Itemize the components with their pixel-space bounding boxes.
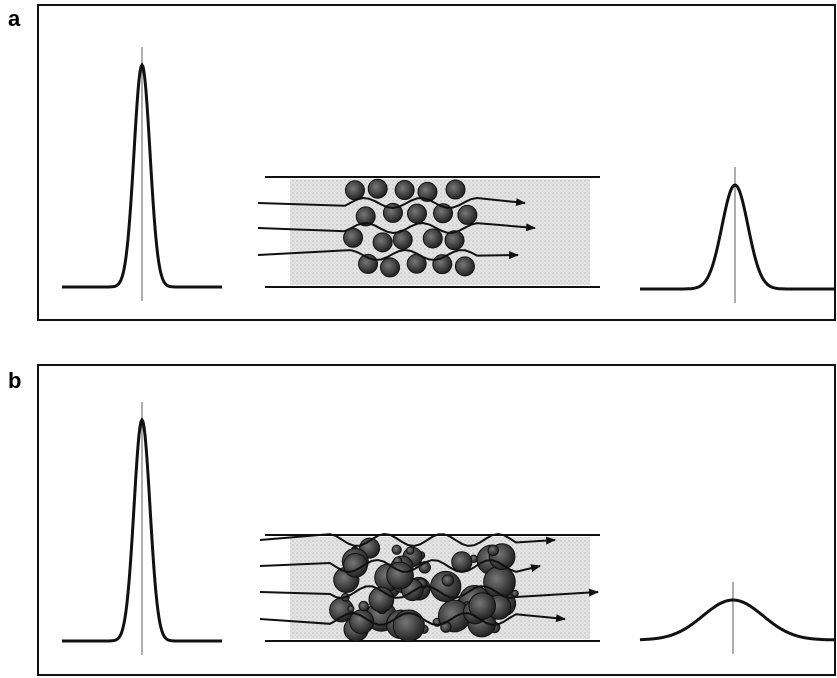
particle xyxy=(454,256,475,277)
particle xyxy=(417,181,438,202)
particle xyxy=(441,574,455,587)
particle xyxy=(487,544,499,557)
particle xyxy=(368,586,395,613)
flow-arrow xyxy=(257,196,526,210)
particle xyxy=(406,203,427,224)
particle xyxy=(394,180,415,201)
particle xyxy=(367,178,388,199)
particle xyxy=(422,228,443,249)
panel-frame xyxy=(37,364,836,676)
particle xyxy=(343,227,364,248)
particle xyxy=(355,206,376,227)
particle xyxy=(445,179,466,200)
flow-arrow xyxy=(259,558,541,574)
peak xyxy=(640,183,835,291)
particle xyxy=(406,546,415,555)
panel-label: a xyxy=(8,6,21,31)
panel-frame xyxy=(37,4,836,321)
particle xyxy=(347,605,355,613)
particle xyxy=(391,544,402,555)
flow-arrow xyxy=(257,248,519,261)
particle xyxy=(511,589,519,598)
artwork xyxy=(62,47,835,655)
particle xyxy=(372,232,393,253)
peak xyxy=(62,62,222,289)
flow-arrow xyxy=(257,221,536,235)
particle xyxy=(386,561,414,590)
flow-arrow xyxy=(259,532,556,548)
particle xyxy=(358,600,370,612)
particle xyxy=(392,609,425,642)
flow-arrow xyxy=(259,611,566,627)
particle xyxy=(468,592,497,620)
peak xyxy=(639,598,835,642)
particle xyxy=(344,180,365,201)
particle xyxy=(380,257,401,278)
particle xyxy=(444,230,465,251)
particle xyxy=(457,204,478,225)
particle xyxy=(451,551,473,573)
peak xyxy=(62,417,222,643)
panel-label: b xyxy=(8,368,21,393)
flow-arrow xyxy=(259,584,599,600)
